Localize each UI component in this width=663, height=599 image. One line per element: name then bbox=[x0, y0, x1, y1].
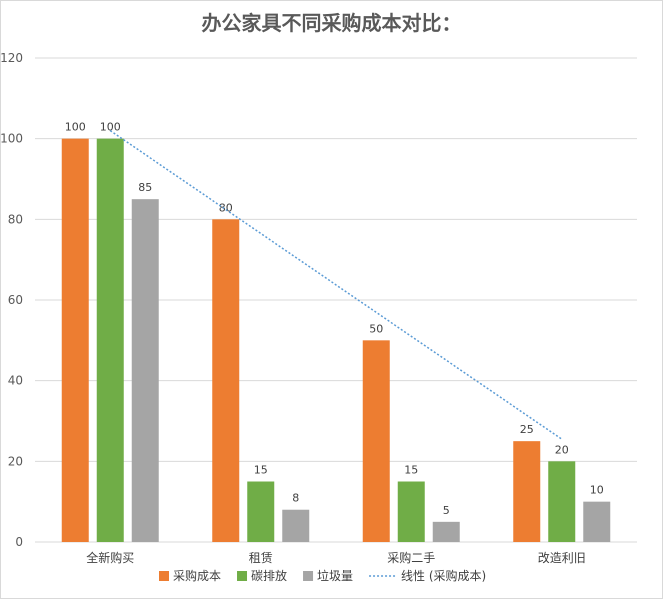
data-label: 50 bbox=[369, 322, 383, 335]
legend-swatch-采购成本 bbox=[159, 571, 169, 581]
bar-碳排放-改造利旧 bbox=[548, 461, 576, 542]
x-tick-label: 租赁 bbox=[249, 551, 273, 565]
bar-垃圾量-采购二手 bbox=[432, 521, 460, 542]
bar-采购成本-改造利旧 bbox=[513, 441, 541, 542]
data-label: 15 bbox=[404, 464, 418, 477]
chart-title: 办公家具不同采购成本对比： bbox=[201, 11, 462, 35]
y-tick-label: 80 bbox=[8, 212, 23, 226]
bar-垃圾量-全新购买 bbox=[131, 199, 159, 542]
legend-label: 碳排放 bbox=[251, 568, 287, 583]
bar-采购成本-全新购买 bbox=[61, 138, 89, 542]
data-label: 80 bbox=[219, 201, 233, 214]
data-label: 25 bbox=[520, 423, 534, 436]
data-label: 100 bbox=[100, 121, 121, 134]
bar-碳排放-采购二手 bbox=[397, 481, 425, 542]
y-tick-label: 20 bbox=[8, 454, 23, 468]
y-tick-label: 100 bbox=[1, 132, 23, 146]
legend-label: 垃圾量 bbox=[317, 568, 353, 583]
bar-垃圾量-改造利旧 bbox=[583, 501, 611, 542]
legend-swatch-垃圾量 bbox=[303, 571, 314, 581]
bar-采购成本-租赁 bbox=[212, 219, 240, 543]
data-label: 10 bbox=[590, 484, 604, 497]
legend-swatch-碳排放 bbox=[237, 571, 248, 581]
trendline bbox=[109, 129, 563, 440]
legend-label: 线性 (采购成本) bbox=[401, 568, 486, 583]
bar-垃圾量-租赁 bbox=[282, 509, 310, 542]
data-label: 85 bbox=[138, 181, 152, 194]
x-tick-label: 采购二手 bbox=[387, 550, 435, 565]
y-tick-label: 60 bbox=[8, 293, 23, 307]
legend-label: 采购成本 bbox=[173, 568, 221, 583]
bar-碳排放-租赁 bbox=[247, 481, 275, 542]
y-tick-label: 0 bbox=[15, 535, 23, 549]
bar-碳排放-全新购买 bbox=[96, 138, 124, 542]
x-tick-label: 改造利旧 bbox=[538, 551, 586, 565]
data-label: 100 bbox=[65, 121, 86, 134]
bar-采购成本-采购二手 bbox=[362, 340, 390, 542]
data-label: 20 bbox=[555, 443, 569, 456]
data-label: 5 bbox=[443, 504, 450, 517]
x-tick-label: 全新购买 bbox=[86, 550, 134, 565]
data-label: 8 bbox=[292, 492, 299, 505]
y-tick-label: 120 bbox=[1, 51, 23, 65]
data-label: 15 bbox=[254, 464, 268, 477]
y-tick-label: 40 bbox=[8, 374, 23, 388]
